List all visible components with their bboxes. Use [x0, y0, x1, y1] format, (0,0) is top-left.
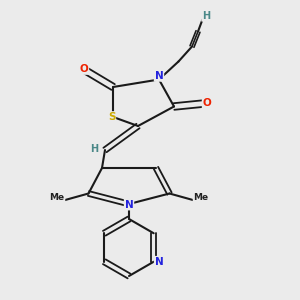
Text: H: H: [90, 143, 99, 154]
Text: Me: Me: [50, 194, 64, 202]
Text: N: N: [154, 71, 164, 81]
Text: S: S: [108, 112, 116, 122]
Text: O: O: [80, 64, 88, 74]
Text: N: N: [124, 200, 134, 210]
Text: Me: Me: [194, 194, 208, 202]
Text: N: N: [155, 257, 164, 267]
Text: H: H: [202, 11, 210, 21]
Text: O: O: [202, 98, 211, 109]
